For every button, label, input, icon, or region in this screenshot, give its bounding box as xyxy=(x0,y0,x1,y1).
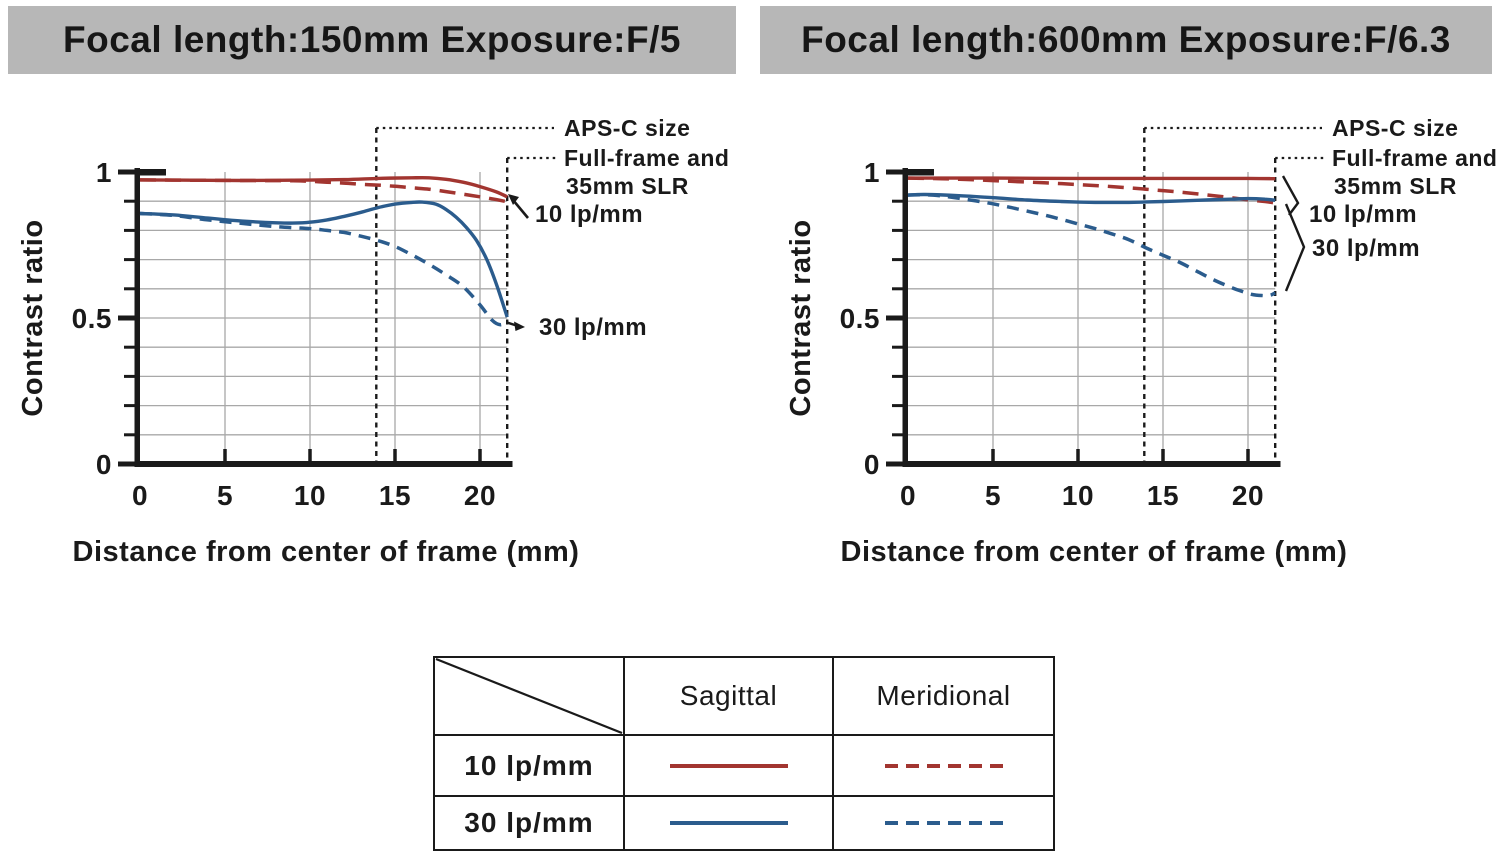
x-tick-label: 20 xyxy=(1232,480,1264,511)
line-sample-10-sagittal xyxy=(669,763,788,768)
aps-c-size-label: APS-C size xyxy=(1332,115,1458,141)
x-tick-label: 15 xyxy=(379,480,411,511)
brace-30lpmm xyxy=(1284,203,1306,292)
curve-30-lp-mm-sagittal xyxy=(139,200,509,318)
legend-sample-30-meridional xyxy=(832,795,1053,849)
y-tick-label: 0 xyxy=(864,449,880,480)
full-frame-label-line1: Full-frame and xyxy=(564,145,729,171)
legend-sample-30-sagittal xyxy=(623,795,832,849)
pointer-10lpmm xyxy=(512,199,529,219)
x-tick-label: 5 xyxy=(985,480,1001,511)
full-frame-label-line1: Full-frame and xyxy=(1332,145,1497,171)
x-tick-label: 10 xyxy=(294,480,326,511)
y-tick-label: 1 xyxy=(96,157,112,188)
full-frame-label-line2: 35mm SLR xyxy=(566,173,689,199)
curve-30-lp-mm-meridional xyxy=(139,211,509,327)
top-major-tick xyxy=(139,169,166,176)
label-10lpmm: 10 lp/mm xyxy=(1309,201,1417,228)
y-tick-label: 0.5 xyxy=(72,303,112,334)
pointer-10lpmm-arrowhead xyxy=(508,194,519,205)
y-axis-title: Contrast ratio xyxy=(17,219,49,416)
legend-sample-10-sagittal xyxy=(623,734,832,795)
legend-corner-cell xyxy=(435,658,623,734)
legend-row-label-10lpmm: 10 lp/mm xyxy=(435,734,623,795)
x-tick-label: 0 xyxy=(132,480,148,511)
legend-table: Sagittal Meridional 10 lp/mm 30 lp/mm xyxy=(433,656,1055,851)
brace-10lpmm xyxy=(1281,175,1300,216)
y-axis-spine xyxy=(134,168,140,467)
aps-c-size-label: APS-C size xyxy=(564,115,690,141)
x-tick-label: 10 xyxy=(1062,480,1094,511)
y-tick-label: 0.5 xyxy=(840,303,880,334)
legend-sample-10-meridional xyxy=(832,734,1053,795)
top-major-tick xyxy=(907,169,934,176)
x-tick-label: 0 xyxy=(900,480,916,511)
y-tick-label: 1 xyxy=(864,157,880,188)
label-30lpmm: 30 lp/mm xyxy=(1312,235,1420,262)
line-sample-10-meridional xyxy=(884,763,1003,768)
x-axis-title: Distance from center of frame (mm) xyxy=(841,536,1348,568)
line-sample-30-sagittal xyxy=(669,821,788,825)
curve-30-lp-mm-meridional xyxy=(907,192,1276,298)
pointer-30lpmm-arrowhead xyxy=(514,321,525,331)
curve-10-lp-mm-meridional xyxy=(139,178,508,204)
y-axis-spine xyxy=(902,168,908,467)
curve-30-lp-mm-sagittal xyxy=(907,192,1276,205)
legend-header-sagittal: Sagittal xyxy=(623,658,832,734)
curve-10-lp-mm-sagittal xyxy=(908,176,1276,181)
line-sample-30-meridional xyxy=(884,821,1003,825)
x-axis-title: Distance from center of frame (mm) xyxy=(73,536,580,568)
chart-title-150mm: Focal length:150mm Exposure:F/5 xyxy=(8,6,736,74)
x-tick-label: 15 xyxy=(1147,480,1179,511)
x-axis-spine xyxy=(134,461,513,467)
x-axis-spine xyxy=(902,461,1281,467)
label-10lpmm: 10 lp/mm xyxy=(535,201,643,228)
x-tick-label: 20 xyxy=(464,480,496,511)
label-30lpmm: 30 lp/mm xyxy=(539,314,647,341)
legend-header-meridional: Meridional xyxy=(832,658,1053,734)
full-frame-label-line2: 35mm SLR xyxy=(1334,173,1457,199)
y-tick-label: 0 xyxy=(96,449,112,480)
legend-diagonal-line xyxy=(435,658,623,734)
x-tick-label: 5 xyxy=(217,480,233,511)
chart-title-600mm: Focal length:600mm Exposure:F/6.3 xyxy=(760,6,1492,74)
legend-row-label-30lpmm: 30 lp/mm xyxy=(435,795,623,849)
y-axis-title: Contrast ratio xyxy=(785,219,817,416)
